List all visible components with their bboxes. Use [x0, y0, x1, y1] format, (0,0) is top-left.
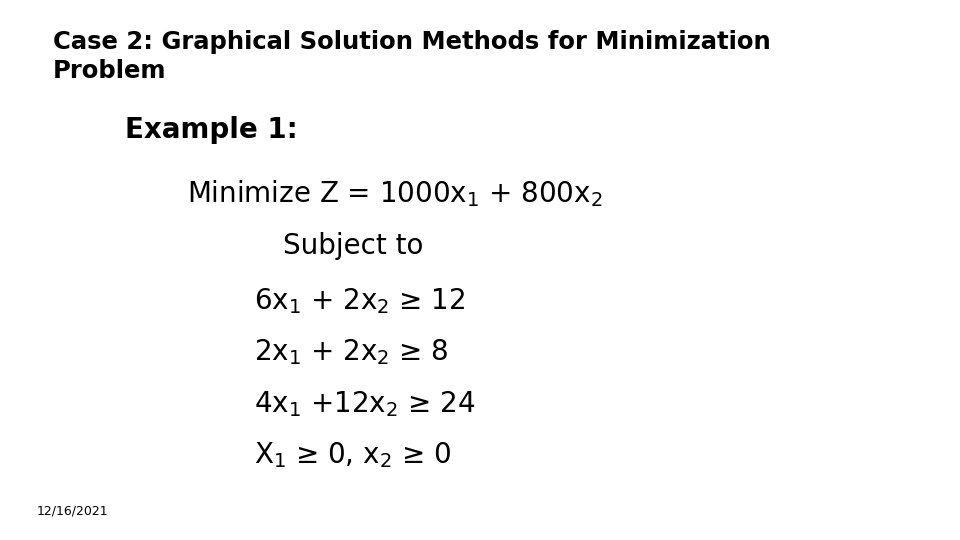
Text: Subject to: Subject to — [283, 232, 423, 260]
Text: 6x$_1$ + 2x$_2$ ≥ 12: 6x$_1$ + 2x$_2$ ≥ 12 — [254, 286, 466, 316]
Text: 12/16/2021: 12/16/2021 — [36, 504, 108, 517]
Text: Minimize Z = 1000x$_1$ + 800x$_2$: Minimize Z = 1000x$_1$ + 800x$_2$ — [187, 178, 603, 209]
Text: 2x$_1$ + 2x$_2$ ≥ 8: 2x$_1$ + 2x$_2$ ≥ 8 — [254, 338, 449, 367]
Text: Case 2: Graphical Solution Methods for Minimization
Problem: Case 2: Graphical Solution Methods for M… — [53, 30, 771, 83]
Text: 4x$_1$ +12x$_2$ ≥ 24: 4x$_1$ +12x$_2$ ≥ 24 — [254, 389, 476, 419]
Text: X$_1$ ≥ 0, x$_2$ ≥ 0: X$_1$ ≥ 0, x$_2$ ≥ 0 — [254, 440, 451, 470]
Text: Example 1:: Example 1: — [125, 116, 298, 144]
